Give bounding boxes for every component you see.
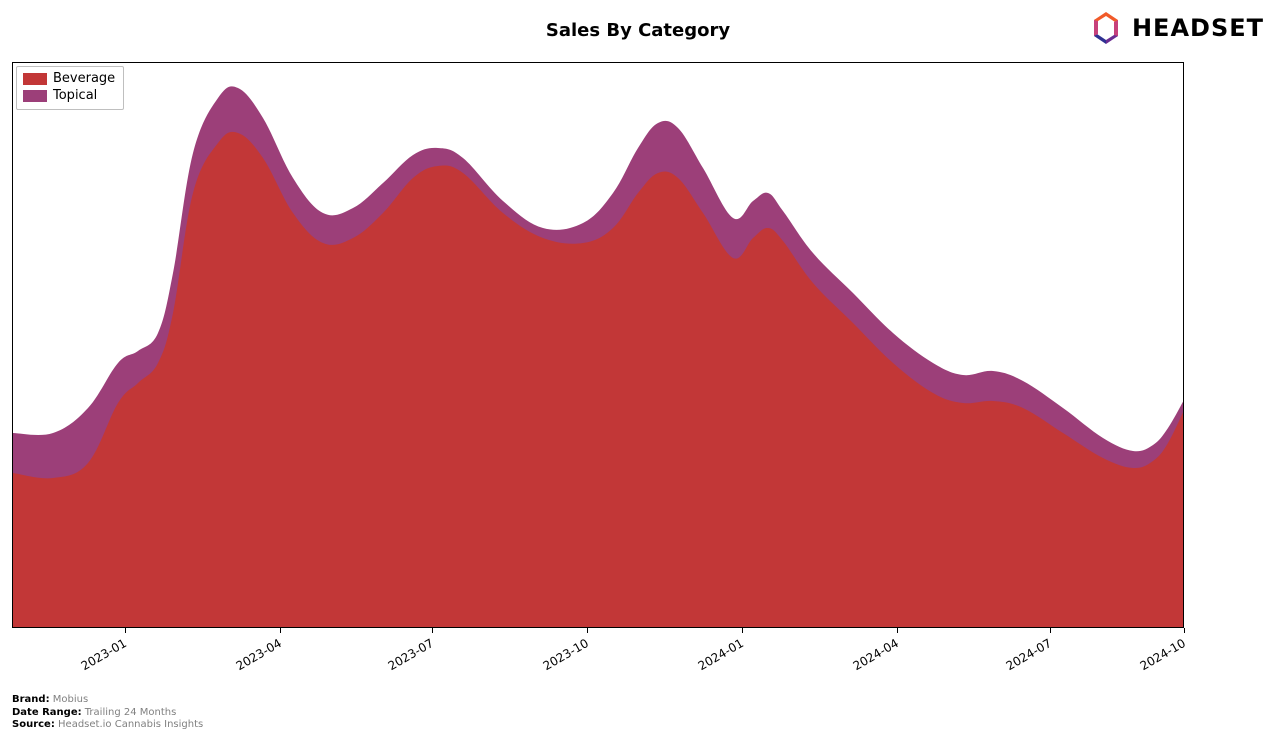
footer-value: Trailing 24 Months (82, 707, 177, 718)
footer-line: Brand: Mobius (12, 694, 203, 707)
legend-label: Beverage (53, 71, 115, 88)
footer-label: Source: (12, 719, 55, 730)
footer-value: Mobius (50, 694, 89, 705)
chart-plot-area (12, 62, 1184, 628)
x-tick-mark (125, 628, 126, 633)
x-tick-label: 2024-10 (1138, 636, 1188, 673)
x-tick-label: 2023-04 (234, 636, 284, 673)
x-tick-mark (587, 628, 588, 633)
brand-logo-text: HEADSET (1132, 14, 1264, 42)
chart-title: Sales By Category (0, 20, 1276, 41)
footer-value: Headset.io Cannabis Insights (55, 719, 203, 730)
brand-logo: HEADSET (1086, 8, 1264, 48)
x-tick-mark (1050, 628, 1051, 633)
x-tick-mark (280, 628, 281, 633)
x-tick-mark (742, 628, 743, 633)
x-tick-mark (897, 628, 898, 633)
legend-swatch (23, 73, 47, 85)
x-tick-label: 2023-07 (386, 636, 436, 673)
x-axis: 2023-01 2023-04 2023-07 2023-10 2024-01 2024-… (12, 628, 1184, 688)
footer-label: Date Range: (12, 707, 82, 718)
footer-line: Source: Headset.io Cannabis Insights (12, 719, 203, 732)
chart-legend: BeverageTopical (16, 66, 124, 110)
legend-swatch (23, 90, 47, 102)
area-chart-svg (13, 63, 1184, 628)
x-tick-mark (1184, 628, 1185, 633)
chart-container: Sales By Category HEADSET BeverageTopica… (0, 0, 1276, 742)
legend-label: Topical (53, 88, 97, 105)
legend-item-beverage: Beverage (23, 71, 115, 88)
x-tick-label: 2023-01 (79, 636, 129, 673)
footer-line: Date Range: Trailing 24 Months (12, 707, 203, 720)
footer-label: Brand: (12, 694, 50, 705)
x-tick-mark (432, 628, 433, 633)
chart-footer: Brand: MobiusDate Range: Trailing 24 Mon… (12, 694, 203, 732)
x-tick-label: 2024-01 (696, 636, 746, 673)
x-tick-label: 2024-04 (851, 636, 901, 673)
headset-logo-icon (1086, 8, 1126, 48)
x-tick-label: 2023-10 (541, 636, 591, 673)
x-tick-label: 2024-07 (1004, 636, 1054, 673)
legend-item-topical: Topical (23, 88, 115, 105)
